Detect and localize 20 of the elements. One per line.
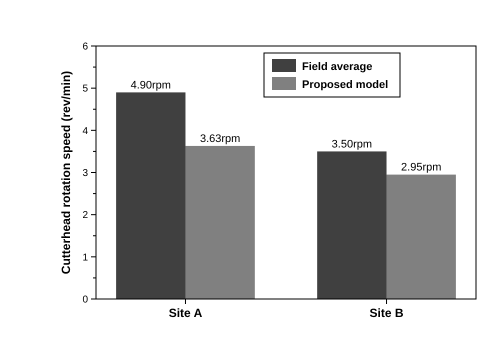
y-tick-label: 2 bbox=[82, 210, 88, 222]
bar bbox=[185, 146, 255, 299]
data-label: 3.63rpm bbox=[200, 132, 240, 145]
y-tick-label: 4 bbox=[82, 126, 88, 137]
y-tick-label: 3 bbox=[82, 168, 88, 179]
x-tick-label: Site A bbox=[168, 306, 203, 320]
bar bbox=[317, 151, 387, 299]
legend-label: Field average bbox=[302, 60, 372, 73]
y-tick-label: 5 bbox=[82, 84, 88, 95]
y-tick-label: 6 bbox=[82, 42, 88, 52]
data-label: 3.50rpm bbox=[332, 138, 372, 150]
y-axis-title: Cutterhead rotation speed (rev/min) bbox=[59, 70, 73, 274]
y-tick-label: 1 bbox=[82, 252, 88, 264]
x-tick-label: Site B bbox=[370, 306, 404, 320]
y-tick-label: 0 bbox=[82, 294, 88, 306]
bar bbox=[116, 92, 186, 299]
data-label: 2.95rpm bbox=[401, 162, 442, 174]
legend-label: Proposed model bbox=[302, 78, 388, 91]
data-label: 4.90rpm bbox=[130, 79, 171, 92]
bar bbox=[386, 174, 456, 299]
